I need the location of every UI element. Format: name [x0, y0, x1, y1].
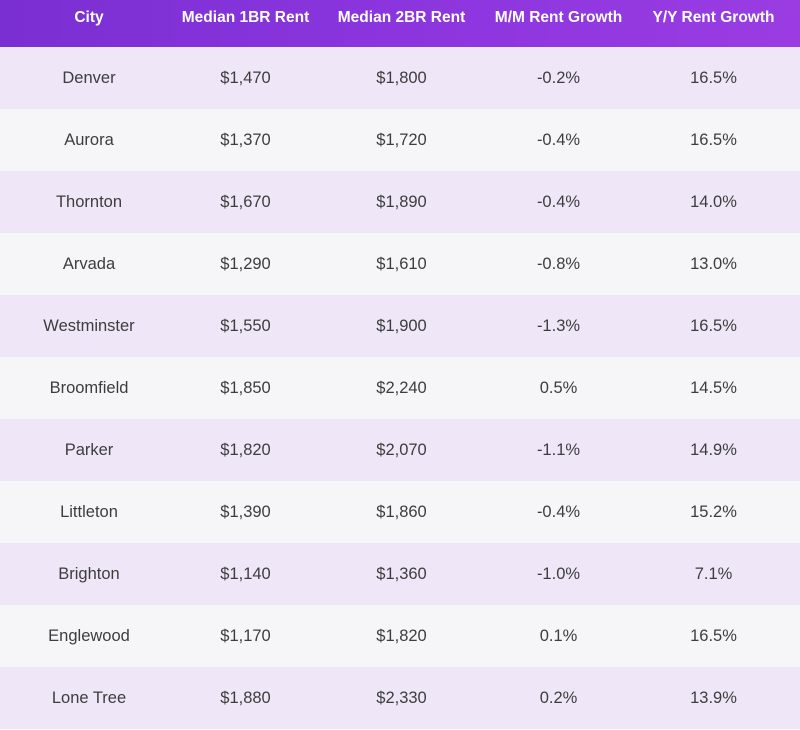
table-row: Broomfield $1,850 $2,240 0.5% 14.5% — [0, 357, 800, 419]
table-header: City Median 1BR Rent Median 2BR Rent M/M… — [0, 0, 800, 47]
cell-median-2br: $2,330 — [376, 688, 427, 707]
header-row: City Median 1BR Rent Median 2BR Rent M/M… — [0, 0, 800, 47]
cell-mm-growth: -1.1% — [536, 440, 581, 459]
cell-city: Lone Tree — [51, 688, 127, 707]
cell-city: Littleton — [60, 502, 118, 521]
table-row: Aurora $1,370 $1,720 -0.4% 16.5% — [0, 109, 800, 171]
cell-yy-growth: 13.0% — [690, 254, 737, 273]
cell-median-1br: $1,850 — [220, 378, 271, 397]
cell-median-2br: $1,900 — [376, 316, 427, 335]
cell-mm-growth: -0.4% — [536, 130, 581, 149]
header-median-2br: Median 2BR Rent — [337, 9, 466, 26]
header-yy-growth: Y/Y Rent Growth — [652, 9, 775, 26]
cell-yy-growth: 16.5% — [690, 68, 737, 87]
cell-mm-growth: -0.4% — [536, 502, 581, 521]
cell-mm-growth: -1.0% — [536, 564, 581, 583]
cell-mm-growth: -0.8% — [536, 254, 581, 273]
table-row: Lone Tree $1,880 $2,330 0.2% 13.9% — [0, 667, 800, 729]
cell-city: Englewood — [48, 626, 130, 645]
cell-city: Brighton — [58, 564, 120, 583]
cell-median-2br: $1,800 — [376, 68, 427, 87]
cell-yy-growth: 14.9% — [690, 440, 737, 459]
cell-median-1br: $1,550 — [220, 316, 271, 335]
cell-yy-growth: 7.1% — [694, 564, 733, 583]
cell-median-2br: $1,860 — [376, 502, 427, 521]
cell-median-2br: $1,720 — [376, 130, 427, 149]
cell-median-2br: $1,360 — [376, 564, 427, 583]
cell-median-1br: $1,820 — [220, 440, 271, 459]
cell-yy-growth: 16.5% — [690, 626, 737, 645]
cell-yy-growth: 13.9% — [690, 688, 737, 707]
cell-median-2br: $2,240 — [376, 378, 427, 397]
table-row: Englewood $1,170 $1,820 0.1% 16.5% — [0, 605, 800, 667]
cell-mm-growth: -0.4% — [536, 192, 581, 211]
cell-median-2br: $1,610 — [376, 254, 427, 273]
cell-median-1br: $1,470 — [220, 68, 271, 87]
cell-yy-growth: 16.5% — [690, 316, 737, 335]
cell-city: Broomfield — [49, 378, 129, 397]
cell-city: Westminster — [43, 316, 135, 335]
table-row: Littleton $1,390 $1,860 -0.4% 15.2% — [0, 481, 800, 543]
header-median-1br: Median 1BR Rent — [181, 9, 310, 26]
header-city: City — [74, 9, 104, 26]
cell-median-1br: $1,140 — [220, 564, 271, 583]
table-row: Brighton $1,140 $1,360 -1.0% 7.1% — [0, 543, 800, 605]
cell-mm-growth: 0.1% — [539, 626, 578, 645]
cell-median-2br: $1,820 — [376, 626, 427, 645]
cell-city: Thornton — [55, 192, 123, 211]
cell-city: Arvada — [62, 254, 116, 273]
cell-median-1br: $1,170 — [220, 626, 271, 645]
cell-mm-growth: -0.2% — [536, 68, 581, 87]
cell-median-1br: $1,370 — [220, 130, 271, 149]
table-row: Parker $1,820 $2,070 -1.1% 14.9% — [0, 419, 800, 481]
cell-yy-growth: 14.0% — [690, 192, 737, 211]
cell-median-1br: $1,670 — [220, 192, 271, 211]
table-row: Thornton $1,670 $1,890 -0.4% 14.0% — [0, 171, 800, 233]
cell-city: Parker — [64, 440, 114, 459]
cell-yy-growth: 14.5% — [690, 378, 737, 397]
cell-mm-growth: 0.2% — [539, 688, 578, 707]
header-mm-growth: M/M Rent Growth — [494, 9, 623, 26]
cell-mm-growth: 0.5% — [539, 378, 578, 397]
cell-median-2br: $1,890 — [376, 192, 427, 211]
cell-median-1br: $1,390 — [220, 502, 271, 521]
cell-city: Aurora — [64, 130, 114, 149]
cell-median-1br: $1,290 — [220, 254, 271, 273]
table-row: Denver $1,470 $1,800 -0.2% 16.5% — [0, 47, 800, 109]
table-row: Westminster $1,550 $1,900 -1.3% 16.5% — [0, 295, 800, 357]
cell-yy-growth: 16.5% — [690, 130, 737, 149]
cell-mm-growth: -1.3% — [536, 316, 581, 335]
table-row: Arvada $1,290 $1,610 -0.8% 13.0% — [0, 233, 800, 295]
cell-median-1br: $1,880 — [220, 688, 271, 707]
table-body: Denver $1,470 $1,800 -0.2% 16.5% Aurora … — [0, 47, 800, 729]
cell-yy-growth: 15.2% — [690, 502, 737, 521]
cell-city: Denver — [62, 68, 116, 87]
cell-median-2br: $2,070 — [376, 440, 427, 459]
